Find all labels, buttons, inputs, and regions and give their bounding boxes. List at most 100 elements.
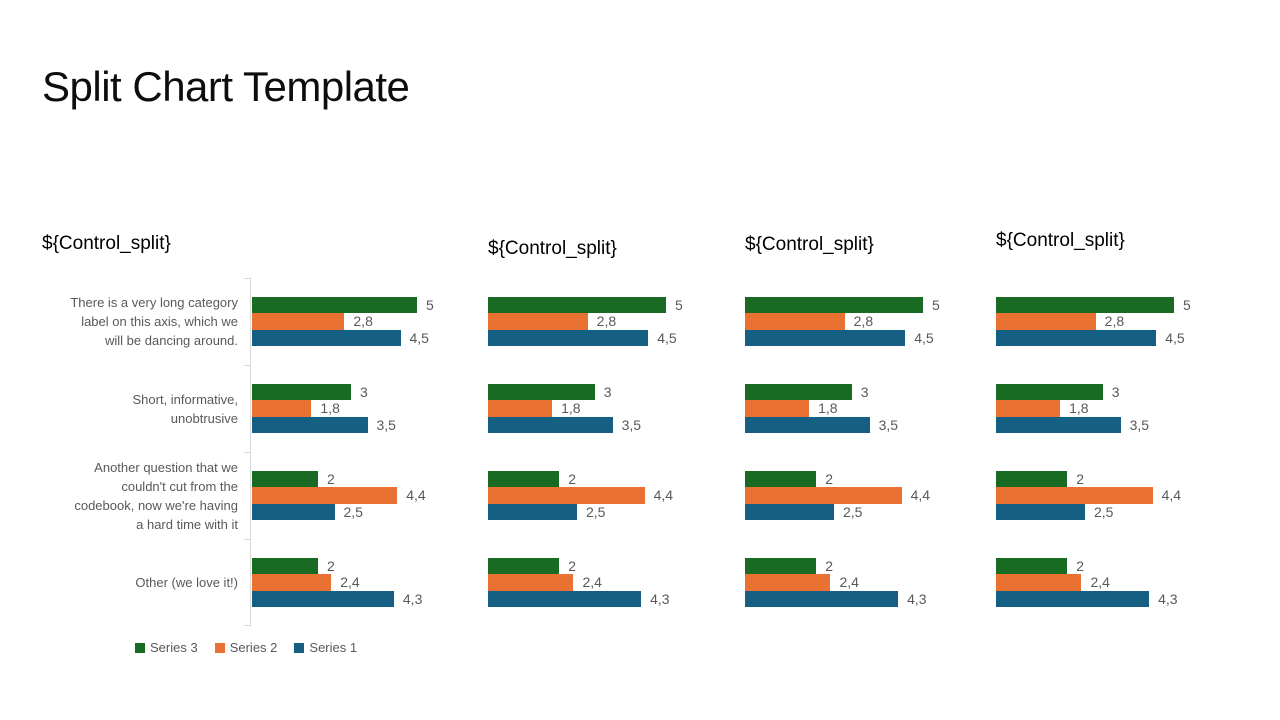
bar-series-2-cat-1 (252, 313, 345, 330)
bar-value-label: 4,4 (910, 487, 931, 504)
chart-header: ${Control_split} (488, 238, 617, 259)
category-band: Short, informative, unobtrusive (42, 365, 239, 452)
bar-value-label: 3,5 (1129, 416, 1150, 433)
bar-series-2-cat-1 (745, 313, 845, 330)
bar-series-3-cat-3 (745, 470, 817, 488)
legend-label: Series 1 (309, 640, 358, 655)
bar-value-label: 3 (603, 383, 612, 400)
bar-series-1-cat-2 (996, 416, 1121, 434)
chart-header: ${Control_split} (42, 233, 171, 254)
bar-value-label: 2,4 (582, 574, 602, 591)
category-band: There is a very long category label on t… (42, 278, 238, 365)
axis-tick (244, 365, 250, 366)
bar-value-label: 2 (1076, 470, 1084, 487)
bar-series-1-cat-1 (488, 329, 649, 347)
bar-value-label: 3,5 (621, 416, 642, 433)
bar-value-label: 2,5 (586, 503, 606, 520)
bar-series-2-cat-3 (745, 487, 902, 504)
bar-series-2-cat-1 (996, 313, 1096, 330)
bar-value-label: 2,4 (1090, 574, 1110, 591)
bar-series-3-cat-4 (745, 557, 817, 575)
bar-value-label: 4,4 (406, 487, 426, 504)
bar-series-1-cat-3 (745, 503, 834, 521)
category-label: Other (we love it!) (135, 575, 238, 590)
bar-value-label: 2,4 (839, 574, 859, 591)
bar-value-label: 3 (360, 383, 368, 400)
chart-panel-3: ${Control_split} 5 2,8 4,5 3 1,8 3,5 2 4,4 2,5 2 2,… (745, 230, 995, 630)
legend-swatch-series-2 (214, 642, 225, 653)
bar-value-label: 2,5 (843, 503, 863, 520)
bar-value-label: 4,3 (402, 590, 423, 607)
bar-value-label: 4,5 (914, 329, 934, 346)
bar-value-label: 1,8 (320, 400, 340, 417)
category-label: Another question that we couldn't cut fr… (74, 459, 238, 532)
bar-series-1-cat-3 (252, 503, 335, 521)
chart-header: ${Control_split} (745, 234, 874, 255)
bar-value-label: 2 (825, 557, 833, 574)
bar-series-3-cat-3 (996, 470, 1068, 488)
bar-value-label: 4,3 (650, 590, 670, 607)
bar-value-label: 5 (1183, 296, 1191, 313)
bar-value-label: 2,8 (853, 313, 874, 330)
category-band: Other (we love it!) (42, 539, 238, 626)
bar-value-label: 1,8 (561, 400, 581, 417)
legend-swatch-series-3 (135, 642, 145, 653)
bar-series-1-cat-3 (996, 503, 1085, 521)
bar-value-label: 1,8 (818, 400, 838, 417)
bar-series-2-cat-4 (252, 574, 332, 591)
bar-series-3-cat-4 (488, 557, 560, 575)
bar-series-1-cat-1 (745, 329, 906, 347)
bar-series-2-cat-3 (252, 487, 398, 504)
chart-panel-1: ${Control_split} There is a very long cat… (42, 230, 482, 630)
bar-series-1-cat-3 (488, 503, 577, 521)
legend-item: Series 2 (214, 640, 277, 655)
bar-value-label: 4,4 (1161, 487, 1182, 504)
bar-series-3-cat-3 (252, 470, 318, 488)
bar-series-1-cat-1 (996, 329, 1157, 347)
category-band: Another question that we couldn't cut fr… (42, 452, 238, 539)
bar-series-2-cat-2 (745, 400, 810, 417)
y-axis-line (250, 278, 251, 626)
bar-series-1-cat-2 (252, 416, 368, 434)
legend-item: Series 1 (294, 640, 357, 655)
bar-series-1-cat-2 (745, 416, 870, 434)
bar-value-label: 4,5 (657, 329, 677, 346)
plot-area: 5 2,8 4,5 3 1,8 3,5 2 4,4 2,5 2 2,4 4,3 (996, 278, 1246, 626)
chart-panel-4: ${Control_split} 5 2,8 4,5 3 1,8 3,5 2 4,4 2,5 2 2,… (996, 230, 1246, 630)
category-label: Short, informative, unobtrusive (132, 391, 239, 426)
bar-value-label: 5 (426, 296, 434, 313)
bar-series-1-cat-4 (745, 590, 899, 608)
axis-tick (244, 278, 250, 279)
bar-series-2-cat-3 (488, 487, 645, 504)
bar-value-label: 5 (932, 296, 940, 313)
bar-series-3-cat-3 (488, 470, 560, 488)
bar-value-label: 2 (1076, 557, 1084, 574)
bar-value-label: 2 (568, 470, 576, 487)
bar-series-1-cat-4 (996, 590, 1150, 608)
bar-value-label: 3,5 (376, 416, 396, 433)
legend-item: Series 3 (135, 640, 198, 655)
bar-series-2-cat-4 (488, 574, 574, 591)
bar-value-label: 2 (327, 557, 335, 574)
bar-series-2-cat-4 (996, 574, 1082, 591)
legend-swatch-series-1 (294, 642, 305, 653)
bar-series-3-cat-2 (745, 383, 852, 401)
bar-series-3-cat-2 (252, 383, 351, 401)
bar-value-label: 4,3 (907, 590, 927, 607)
bar-series-2-cat-3 (996, 487, 1153, 504)
bar-series-3-cat-4 (996, 557, 1068, 575)
bar-series-2-cat-2 (488, 400, 553, 417)
bar-series-1-cat-2 (488, 416, 613, 434)
bar-value-label: 4,5 (1165, 329, 1185, 346)
bar-series-3-cat-2 (996, 383, 1103, 401)
bar-value-label: 3 (1111, 383, 1120, 400)
axis-tick (244, 452, 250, 453)
bar-series-1-cat-4 (252, 590, 394, 608)
category-label: There is a very long category label on t… (70, 295, 238, 348)
bar-value-label: 2,4 (340, 574, 360, 591)
legend: Series 3 Series 2 Series 1 (135, 640, 357, 655)
plot-area: 5 2,8 4,5 3 1,8 3,5 2 4,4 2,5 2 2,4 4,3 (745, 278, 995, 626)
legend-label: Series 3 (150, 640, 198, 655)
bar-value-label: 3 (860, 383, 869, 400)
